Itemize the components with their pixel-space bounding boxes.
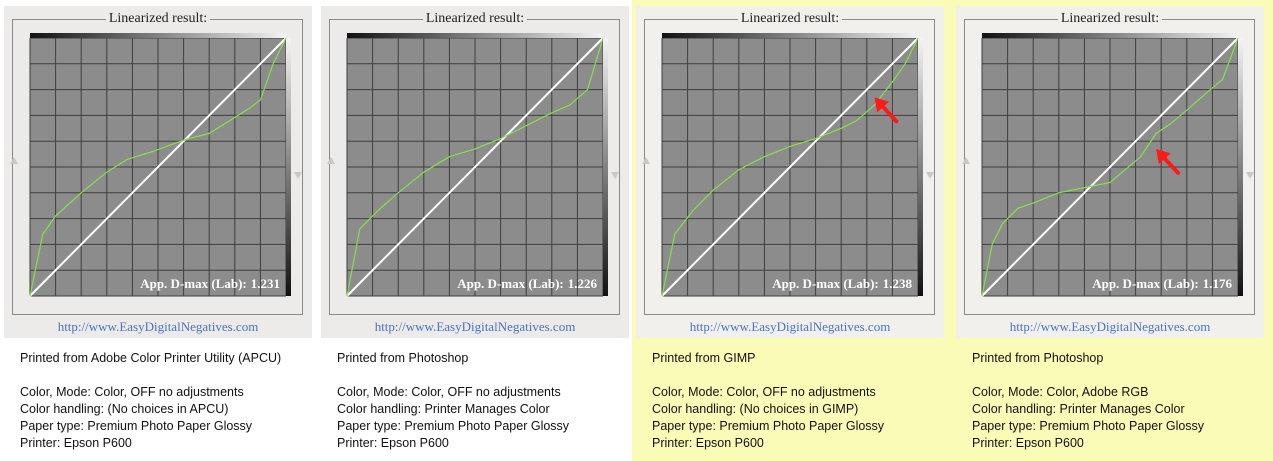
setting-line: Color, Mode: Color, OFF no adjustments	[20, 385, 244, 399]
linearized-result-panel: Linearized result: App. D-max (Lab): 1.226…	[321, 6, 629, 338]
print-source: Printed from GIMP	[652, 351, 756, 365]
setting-line: Color handling: (No choices in GIMP)	[652, 402, 859, 416]
reference-line	[29, 37, 287, 297]
setting-line: Paper type: Premium Photo Paper Glossy	[652, 419, 885, 433]
setting-line: Printer: Epson P600	[337, 436, 449, 450]
dmax-value: 1.226	[568, 276, 598, 291]
tone-gradient-right	[918, 38, 923, 296]
dmax-label: App. D-max (Lab): 1.226	[457, 276, 597, 291]
setting-line: Printer: Epson P600	[652, 436, 764, 450]
red-arrow-icon	[1156, 148, 1181, 175]
right-marker-icon	[294, 172, 302, 179]
setting-line: Color, Mode: Color, OFF no adjustments	[337, 385, 561, 399]
frame-title: Linearized result:	[105, 11, 211, 26]
website-link[interactable]: http://www.EasyDigitalNegatives.com	[689, 319, 891, 334]
setting-line: Printer: Epson P600	[20, 436, 132, 450]
tone-gradient-top	[347, 33, 603, 38]
left-marker-icon	[642, 157, 650, 164]
dmax-label: App. D-max (Lab): 1.231	[140, 276, 280, 291]
right-marker-icon	[926, 172, 934, 179]
linearized-result-panel: Linearized result: App. D-max (Lab): 1.176…	[956, 6, 1264, 338]
left-marker-icon	[10, 157, 18, 164]
setting-line: Color handling: Printer Manages Color	[337, 402, 550, 416]
setting-line: Color handling: (No choices in APCU)	[20, 402, 229, 416]
print-settings-caption: Printed from GIMP Color, Mode: Color, OFF…	[652, 350, 952, 452]
linearized-result-panel: Linearized result: App. D-max (Lab): 1.231…	[4, 6, 312, 338]
dmax-value: 1.176	[1203, 276, 1233, 291]
linearized-curve	[661, 37, 919, 297]
setting-line: Color handling: Printer Manages Color	[972, 402, 1185, 416]
linearization-chart: App. D-max (Lab): 1.231	[10, 33, 302, 297]
linearized-curve	[29, 37, 287, 297]
linearization-chart: App. D-max (Lab): 1.238	[642, 33, 934, 297]
print-settings-caption: Printed from Adobe Color Printer Utility…	[20, 350, 320, 452]
frame-title: Linearized result:	[1057, 11, 1163, 26]
setting-line: Printer: Epson P600	[972, 436, 1084, 450]
right-marker-icon	[1246, 172, 1254, 179]
left-marker-icon	[962, 157, 970, 164]
reference-line	[661, 37, 919, 297]
grid-lines	[346, 37, 604, 297]
print-source: Printed from Photoshop	[972, 351, 1104, 365]
reference-line	[981, 37, 1239, 297]
grid-lines	[661, 37, 919, 297]
setting-line: Paper type: Premium Photo Paper Glossy	[972, 419, 1205, 433]
linearized-curve	[981, 37, 1239, 297]
website-link[interactable]: http://www.EasyDigitalNegatives.com	[1009, 319, 1211, 334]
tone-gradient-top	[982, 33, 1238, 38]
tone-gradient-top	[30, 33, 286, 38]
tone-gradient-right	[1238, 38, 1243, 296]
comparison-column: Linearized result: App. D-max (Lab): 1.176…	[952, 0, 1273, 461]
setting-line: Color, Mode: Color, OFF no adjustments	[652, 385, 876, 399]
print-source: Printed from Adobe Color Printer Utility…	[20, 351, 282, 365]
red-arrow-icon	[874, 97, 899, 124]
frame-title: Linearized result:	[422, 11, 528, 26]
website-link[interactable]: http://www.EasyDigitalNegatives.com	[57, 319, 259, 334]
comparison-column: Linearized result: App. D-max (Lab): 1.238…	[632, 0, 952, 461]
dmax-label: App. D-max (Lab): 1.176	[1092, 276, 1232, 291]
setting-line: Paper type: Premium Photo Paper Glossy	[20, 419, 253, 433]
linearization-chart: App. D-max (Lab): 1.176	[962, 33, 1254, 297]
print-settings-caption: Printed from Photoshop Color, Mode: Color…	[337, 350, 637, 452]
dmax-value: 1.238	[883, 276, 913, 291]
tone-gradient-right	[603, 38, 608, 296]
tone-gradient-top	[662, 33, 918, 38]
comparison-column: Linearized result: App. D-max (Lab): 1.231…	[0, 0, 316, 461]
left-marker-icon	[327, 157, 335, 164]
linearization-chart: App. D-max (Lab): 1.226	[327, 33, 619, 297]
print-settings-caption: Printed from Photoshop Color, Mode: Color…	[972, 350, 1272, 452]
website-link[interactable]: http://www.EasyDigitalNegatives.com	[374, 319, 576, 334]
setting-line: Color, Mode: Color, Adobe RGB	[972, 385, 1149, 399]
frame-title: Linearized result:	[737, 11, 843, 26]
print-source: Printed from Photoshop	[337, 351, 469, 365]
linearized-curve	[346, 37, 604, 297]
grid-lines	[981, 37, 1239, 297]
tone-gradient-right	[286, 38, 291, 296]
setting-line: Paper type: Premium Photo Paper Glossy	[337, 419, 570, 433]
right-marker-icon	[611, 172, 619, 179]
reference-line	[346, 37, 604, 297]
dmax-value: 1.231	[251, 276, 280, 291]
linearized-result-panel: Linearized result: App. D-max (Lab): 1.238…	[636, 6, 944, 338]
comparison-column: Linearized result: App. D-max (Lab): 1.226…	[317, 0, 632, 461]
dmax-label: App. D-max (Lab): 1.238	[772, 276, 912, 291]
